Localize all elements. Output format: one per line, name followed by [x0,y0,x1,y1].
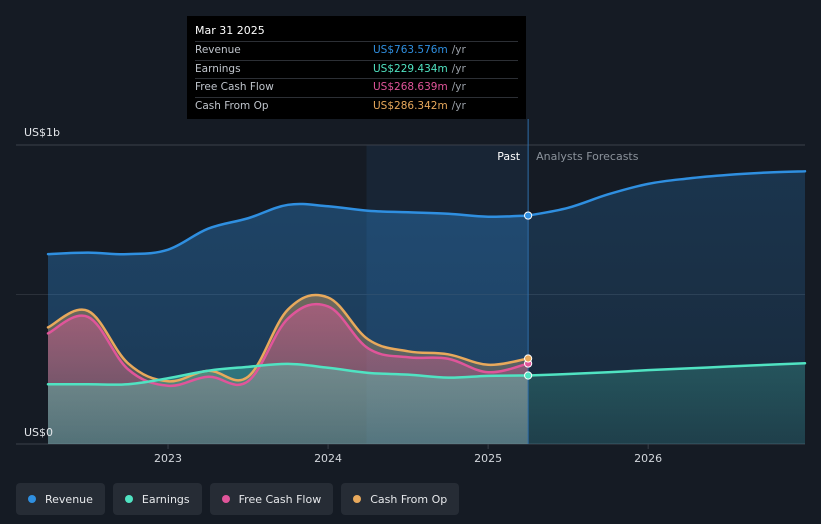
y-axis-label-bottom: US$0 [24,426,53,439]
legend-dot-icon [28,495,36,503]
tooltip-unit: /yr [451,81,466,93]
forecast-line-earnings [526,362,807,377]
tooltip-unit: /yr [451,44,466,56]
tooltip-value: US$229.434m [373,62,448,75]
legend-label: Free Cash Flow [238,492,322,506]
legend-item-earnings[interactable]: Earnings [112,483,202,515]
x-tick-label: 2023 [154,452,182,465]
legend-item-cash-from-op[interactable]: Cash From Op [341,483,460,515]
y-axis-label-top: US$1b [24,126,60,139]
tooltip-value: US$763.576m [373,44,448,56]
tooltip-row-earnings: Earnings US$229.434m /yr [195,59,518,79]
x-tick-label: 2024 [314,452,342,465]
legend-item-free-cash-flow[interactable]: Free Cash Flow [209,483,334,515]
tooltip-label: Free Cash Flow [195,81,274,93]
point-cash-from-op-latest [524,354,533,363]
past-label: Past [497,150,521,163]
tooltip-label: Revenue [195,44,241,56]
point-earnings-latest [524,371,533,380]
line-revenue [46,202,530,256]
tooltip-value: US$268.639m [373,81,448,93]
legend-dot-icon [353,495,362,503]
legend-label: Revenue [45,492,93,506]
legend-label: Cash From Op [370,492,448,506]
legend-label: Earnings [141,492,190,506]
tooltip: Mar 31 2025 Revenue US$763.576m /yr Earn… [187,16,526,119]
point-revenue-latest [524,211,533,220]
tooltip-row-revenue: Revenue US$763.576m /yr [195,41,518,60]
x-tick-label: 2025 [474,452,502,465]
x-tick-label: 2026 [634,452,662,465]
tooltip-row-cash-from-op: Cash From Op US$286.342m /yr [195,96,518,116]
area-earnings [48,363,529,444]
tooltip-date: Mar 31 2025 [195,24,265,37]
line-free-cash-flow [46,302,530,387]
legend-dot-icon [124,495,133,503]
legend: Revenue Earnings Free Cash Flow Cash Fro… [16,483,460,515]
line-earnings [46,362,530,386]
forecast-label: Analysts Forecasts [536,150,639,163]
chart-svg: US$1b US$0 Past Analysts Forecasts 2023 2024 2… [16,119,807,465]
legend-dot-icon [221,495,230,503]
legend-item-revenue[interactable]: Revenue [16,483,105,515]
line-cash-from-op [46,293,530,383]
tooltip-unit: /yr [451,62,466,75]
forecast-area-earnings [528,363,805,444]
tooltip-label: Cash From Op [195,99,269,112]
tooltip-label: Earnings [195,62,241,75]
tooltip-value: US$286.342m [373,99,448,112]
tooltip-unit: /yr [451,99,466,112]
tooltip-row-free-cash-flow: Free Cash Flow US$268.639m /yr [195,78,518,97]
forecast-line-revenue [526,170,807,217]
